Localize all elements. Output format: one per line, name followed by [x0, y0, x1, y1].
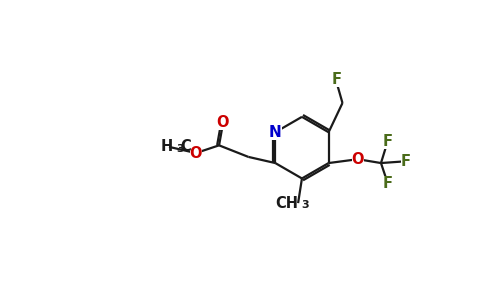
Text: O: O — [352, 152, 364, 167]
Text: F: F — [401, 154, 410, 169]
Text: F: F — [382, 134, 392, 149]
Text: C: C — [181, 140, 191, 154]
Text: 3: 3 — [301, 200, 309, 210]
Text: F: F — [382, 176, 392, 190]
Text: O: O — [217, 115, 229, 130]
Text: H: H — [161, 140, 173, 154]
Text: N: N — [269, 125, 282, 140]
Text: F: F — [332, 72, 341, 87]
Text: CH: CH — [275, 196, 298, 211]
Text: 3: 3 — [177, 144, 184, 154]
Text: O: O — [190, 146, 202, 160]
